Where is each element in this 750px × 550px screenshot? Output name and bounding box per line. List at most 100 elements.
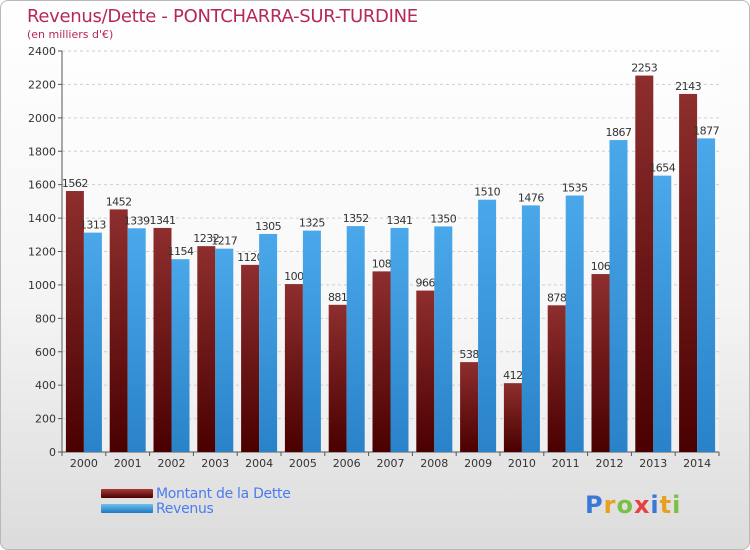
y-tick-label: 2000 — [28, 112, 56, 125]
x-tick-label: 2001 — [114, 457, 142, 470]
x-tick-label: 2009 — [464, 457, 492, 470]
data-label-debt: 1120 — [237, 251, 263, 264]
x-tick-label: 2006 — [333, 457, 361, 470]
x-tick-label: 2008 — [420, 457, 448, 470]
bar-debt — [460, 362, 479, 452]
legend-swatch-revenus — [101, 504, 153, 513]
y-tick-label: 600 — [35, 346, 56, 359]
x-tick-label: 2005 — [289, 457, 317, 470]
x-tick-label: 2003 — [201, 457, 229, 470]
data-label-debt: 538 — [459, 348, 479, 361]
y-tick-label: 1200 — [28, 246, 56, 259]
data-label-revenus: 1867 — [606, 126, 632, 139]
bar-revenus — [697, 138, 716, 452]
data-label-revenus: 1339 — [124, 214, 150, 227]
bar-revenus — [478, 199, 497, 452]
y-tick-label: 2200 — [28, 78, 56, 91]
logo-letter: t — [659, 491, 673, 519]
bar-revenus — [346, 226, 365, 452]
bar-revenus — [434, 226, 453, 452]
bar-debt — [153, 227, 172, 452]
bar-revenus — [259, 233, 278, 452]
data-label-revenus: 1654 — [649, 162, 675, 175]
data-label-revenus: 1352 — [343, 212, 369, 225]
legend-label-revenus: Revenus — [156, 501, 214, 517]
x-tick-label: 2000 — [70, 457, 98, 470]
x-tick-label: 2007 — [377, 457, 405, 470]
bar-revenus — [215, 248, 234, 452]
bar-debt — [503, 383, 522, 452]
chart-title: Revenus/Dette - PONTCHARRA-SUR-TURDINE — [27, 6, 418, 27]
chart-subtitle: (en milliers d'€) — [27, 28, 114, 41]
bar-debt — [284, 284, 303, 452]
data-label-revenus: 1476 — [518, 191, 544, 204]
x-tick-label: 2004 — [245, 457, 273, 470]
bar-revenus — [127, 228, 146, 452]
legend-label-debt: Montant de la Dette — [156, 486, 291, 502]
data-label-debt: 1232 — [193, 232, 219, 245]
data-label-revenus: 1305 — [255, 220, 281, 233]
bar-debt — [241, 264, 260, 452]
x-tick-label: 2010 — [508, 457, 536, 470]
data-label-debt: 1562 — [62, 177, 88, 190]
data-label-debt: 878 — [547, 291, 567, 304]
data-label-debt: 412 — [503, 369, 523, 382]
data-label-debt: 1341 — [150, 214, 176, 227]
bar-debt — [372, 271, 391, 452]
y-tick-label: 1400 — [28, 212, 56, 225]
logo-letter: i — [672, 491, 682, 519]
logo-letter: r — [603, 491, 617, 519]
data-label-debt: 106 — [591, 260, 611, 273]
x-tick-label: 2012 — [596, 457, 624, 470]
data-label-revenus: 1325 — [299, 217, 325, 230]
data-label-debt: 2253 — [631, 62, 657, 75]
bar-debt — [197, 246, 216, 452]
data-label-revenus: 1535 — [562, 182, 588, 195]
bar-debt — [416, 290, 435, 452]
y-tick-label: 1600 — [28, 179, 56, 192]
bar-debt — [109, 209, 128, 452]
bar-revenus — [565, 195, 584, 452]
data-label-revenus: 1877 — [693, 124, 719, 137]
legend-swatch-debt — [101, 489, 153, 498]
y-tick-label: 400 — [35, 379, 56, 392]
x-tick-label: 2014 — [683, 457, 711, 470]
x-tick-label: 2011 — [552, 457, 580, 470]
bar-debt — [328, 304, 347, 452]
data-label-revenus: 1350 — [430, 212, 456, 225]
y-tick-label: 800 — [35, 312, 56, 325]
y-tick-label: 2400 — [28, 45, 56, 58]
data-label-debt: 1452 — [106, 195, 132, 208]
bar-debt — [65, 191, 84, 452]
data-label-revenus: 1313 — [80, 219, 106, 232]
y-tick-label: 200 — [35, 413, 56, 426]
data-label-debt: 2143 — [675, 80, 701, 93]
bar-revenus — [171, 259, 190, 452]
bar-debt — [679, 93, 698, 452]
data-label-debt: 100 — [284, 270, 304, 283]
logo-letter: x — [633, 491, 651, 519]
bar-revenus — [653, 175, 672, 452]
data-label-debt: 881 — [328, 291, 348, 304]
y-tick-label: 1000 — [28, 279, 56, 292]
logo-letter: o — [616, 491, 634, 519]
bar-revenus — [302, 230, 321, 452]
data-label-debt: 108 — [372, 257, 392, 270]
x-tick-label: 2002 — [158, 457, 186, 470]
bar-revenus — [521, 205, 540, 452]
proxiti-logo: Proxiti — [585, 491, 681, 519]
bar-debt — [547, 305, 566, 452]
data-label-revenus: 1341 — [387, 214, 413, 227]
bar-debt — [591, 274, 610, 452]
bar-revenus — [390, 227, 409, 452]
bar-revenus — [83, 232, 102, 452]
data-label-revenus: 1217 — [211, 235, 237, 248]
y-tick-label: 1800 — [28, 145, 56, 158]
data-label-revenus: 1154 — [168, 245, 194, 258]
x-tick-label: 2013 — [639, 457, 667, 470]
y-tick-label: 0 — [49, 446, 56, 459]
logo-letter: i — [650, 491, 660, 519]
bar-debt — [635, 75, 654, 452]
